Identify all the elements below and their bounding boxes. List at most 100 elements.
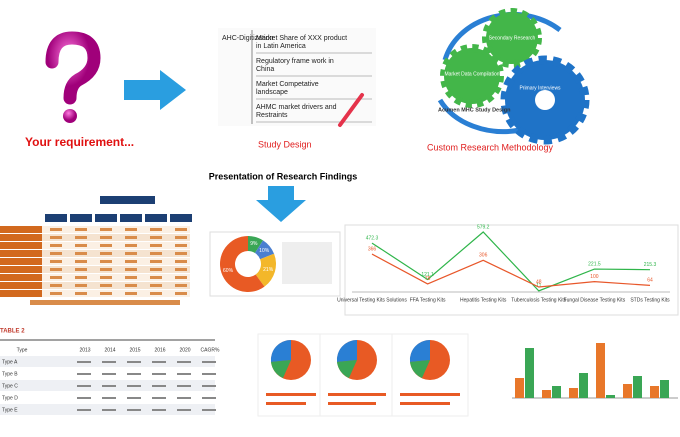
- table-thumb-cell: [50, 228, 62, 231]
- table-thumb-cell: [150, 292, 162, 295]
- table-thumb-cell: [100, 260, 112, 263]
- gear-label: Primary Interviews: [519, 85, 561, 91]
- table-thumb-row: [0, 258, 190, 265]
- table-thumb-cell: [75, 236, 87, 239]
- table-thumb-cell: [100, 244, 112, 247]
- table-thumb-col: [70, 214, 92, 222]
- table-cell: [127, 373, 141, 375]
- table-header: 2013: [79, 347, 90, 353]
- table-header: 2014: [104, 347, 115, 353]
- table-cell: [202, 373, 216, 375]
- table-cell: [177, 361, 191, 363]
- table-thumb-label: [0, 226, 42, 233]
- table-thumb-cell: [175, 260, 187, 263]
- table-thumb-cell: [50, 268, 62, 271]
- table-cell: [202, 361, 216, 363]
- x-tick-label: Fungal Disease Testing Kits: [564, 297, 626, 303]
- table-thumb-col: [145, 214, 167, 222]
- pie-thumb-slice: [409, 339, 430, 362]
- bar-thumb: [596, 343, 605, 398]
- table-thumb-row: [0, 290, 190, 297]
- donut-legend: [282, 242, 332, 284]
- table-thumb-cell: [175, 268, 187, 271]
- line: [371, 231, 651, 292]
- table-thumb-cell: [75, 244, 87, 247]
- table-thumb-cell: [75, 276, 87, 279]
- table-cell: [102, 409, 116, 411]
- doc-side-label: AHC-Digitization: [222, 35, 273, 42]
- bar-thumb: [623, 384, 632, 398]
- donut-slice: [248, 236, 264, 254]
- bar-thumb: [606, 395, 615, 398]
- table-cell: [102, 385, 116, 387]
- cycle-arrow: [437, 98, 521, 135]
- donut-label: 21%: [263, 267, 274, 273]
- table-thumb-cell: [100, 284, 112, 287]
- arrow: [256, 186, 306, 222]
- table-cell: [177, 397, 191, 399]
- table-cell: [152, 397, 166, 399]
- table-cell: [127, 385, 141, 387]
- table-thumb-row: [0, 242, 190, 249]
- table-thumb-cell: [50, 292, 62, 295]
- table-thumb-cell: [125, 276, 137, 279]
- table-cell: [202, 385, 216, 387]
- table-thumb-cell: [50, 284, 62, 287]
- table-cell: [152, 361, 166, 363]
- doc-item: Restraints: [256, 112, 288, 119]
- x-tick-label: Tuberculosis Testing Kits: [511, 297, 567, 303]
- donut-label: 60%: [223, 268, 234, 274]
- table-cell: [77, 397, 91, 399]
- gear: [440, 44, 504, 108]
- table-cell: [202, 409, 216, 411]
- bar-thumb: [515, 378, 524, 398]
- bar-thumb: [569, 388, 578, 398]
- table-thumb-cell: [125, 244, 137, 247]
- table-thumb-head: [100, 196, 155, 204]
- pie-thumb-slice: [336, 339, 357, 362]
- study-caption: Study Design: [258, 139, 312, 149]
- value-label: 78: [425, 276, 431, 282]
- x-tick-label: FFA Testing Kits: [410, 297, 446, 303]
- findings-title: Presentation of Research Findings: [209, 171, 358, 181]
- pie-thumb-bar: [328, 402, 376, 405]
- table-thumb-cell: [75, 260, 87, 263]
- table-row-label: Type A: [2, 359, 18, 365]
- gear-hub: [535, 90, 555, 110]
- table-cell: [127, 397, 141, 399]
- table-thumb-label: [0, 250, 42, 257]
- table-thumb-label: [0, 242, 42, 249]
- gear-label: Secondary Research: [489, 35, 536, 41]
- table-thumb-cell: [175, 292, 187, 295]
- doc-item: Market Competative: [256, 81, 319, 88]
- table-thumb-label: [0, 266, 42, 273]
- table-thumb-cell: [75, 228, 87, 231]
- table-cell: [77, 361, 91, 363]
- table-cell: [102, 361, 116, 363]
- table-cell: [127, 361, 141, 363]
- table-row-label: Type E: [2, 407, 18, 413]
- bar-thumb: [552, 386, 561, 398]
- value-label: 472.3: [366, 235, 379, 241]
- pen: [338, 93, 364, 127]
- table-thumb-cell: [50, 276, 62, 279]
- table-cell: [152, 409, 166, 411]
- table-cell: [202, 397, 216, 399]
- table-thumb-cell: [75, 252, 87, 255]
- table-thumb-cell: [150, 252, 162, 255]
- value-label: 11: [536, 283, 541, 289]
- question-icon: [45, 31, 101, 105]
- bar-thumb: [660, 380, 669, 398]
- table-cell: [152, 373, 166, 375]
- method-caption: Custom Research Methodology: [427, 142, 554, 152]
- table-header: Type: [17, 347, 28, 353]
- donut-slice: [220, 236, 265, 292]
- table-thumb-col: [170, 214, 192, 222]
- table-thumb-cell: [75, 268, 87, 271]
- doc-item: Regulatory frame work in: [256, 58, 334, 65]
- table-thumb-cell: [175, 228, 187, 231]
- table-thumb-cell: [125, 252, 137, 255]
- table-cell: [77, 373, 91, 375]
- table-row-label: Type B: [2, 371, 18, 377]
- value-label: 221.5: [588, 261, 601, 267]
